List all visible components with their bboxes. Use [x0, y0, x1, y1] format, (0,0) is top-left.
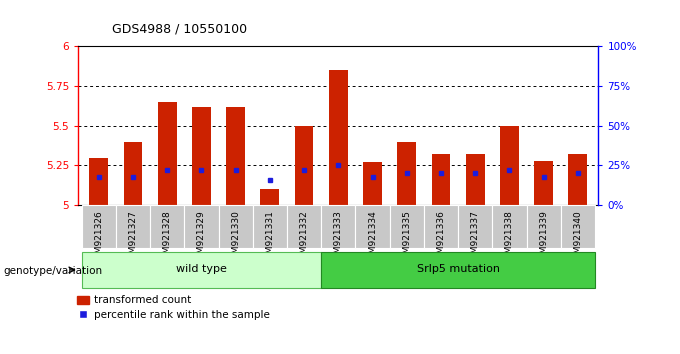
Bar — [321, 205, 356, 248]
Text: GSM921337: GSM921337 — [471, 210, 479, 265]
Text: GDS4988 / 10550100: GDS4988 / 10550100 — [112, 22, 248, 35]
Text: GSM921336: GSM921336 — [437, 210, 445, 265]
Bar — [568, 154, 588, 205]
Bar — [492, 205, 526, 248]
Bar — [192, 107, 211, 205]
Bar — [218, 205, 253, 248]
Text: GSM921338: GSM921338 — [505, 210, 514, 265]
Bar — [294, 126, 313, 205]
Bar — [321, 252, 595, 288]
Text: GSM921330: GSM921330 — [231, 210, 240, 265]
Bar — [116, 205, 150, 248]
Text: genotype/variation: genotype/variation — [3, 266, 103, 276]
Bar — [150, 205, 184, 248]
Bar — [500, 126, 519, 205]
Bar — [82, 205, 116, 248]
Text: GSM921326: GSM921326 — [95, 210, 103, 265]
Bar — [397, 142, 416, 205]
Bar — [458, 205, 492, 248]
Text: GSM921327: GSM921327 — [129, 210, 137, 265]
Bar — [260, 189, 279, 205]
Bar — [287, 205, 321, 248]
Text: GSM921329: GSM921329 — [197, 210, 206, 265]
Text: GSM921339: GSM921339 — [539, 210, 548, 265]
Bar — [356, 205, 390, 248]
Bar — [390, 205, 424, 248]
Bar — [466, 154, 485, 205]
Bar — [363, 162, 382, 205]
Text: GSM921332: GSM921332 — [300, 210, 309, 265]
Bar — [526, 205, 561, 248]
Bar — [534, 161, 553, 205]
Bar — [253, 205, 287, 248]
Text: GSM921340: GSM921340 — [573, 210, 582, 265]
Text: Srlp5 mutation: Srlp5 mutation — [417, 264, 500, 274]
Text: GSM921328: GSM921328 — [163, 210, 171, 265]
Text: GSM921333: GSM921333 — [334, 210, 343, 265]
Text: GSM921335: GSM921335 — [403, 210, 411, 265]
Bar — [561, 205, 595, 248]
Bar — [424, 205, 458, 248]
Bar — [432, 154, 450, 205]
Bar — [329, 70, 347, 205]
Bar — [226, 107, 245, 205]
Bar — [158, 102, 177, 205]
Bar — [82, 252, 321, 288]
Bar — [184, 205, 218, 248]
Bar — [89, 158, 108, 205]
Bar — [124, 142, 142, 205]
Text: wild type: wild type — [176, 264, 227, 274]
Legend: transformed count, percentile rank within the sample: transformed count, percentile rank withi… — [77, 296, 270, 320]
Text: GSM921331: GSM921331 — [265, 210, 274, 265]
Text: GSM921334: GSM921334 — [368, 210, 377, 265]
